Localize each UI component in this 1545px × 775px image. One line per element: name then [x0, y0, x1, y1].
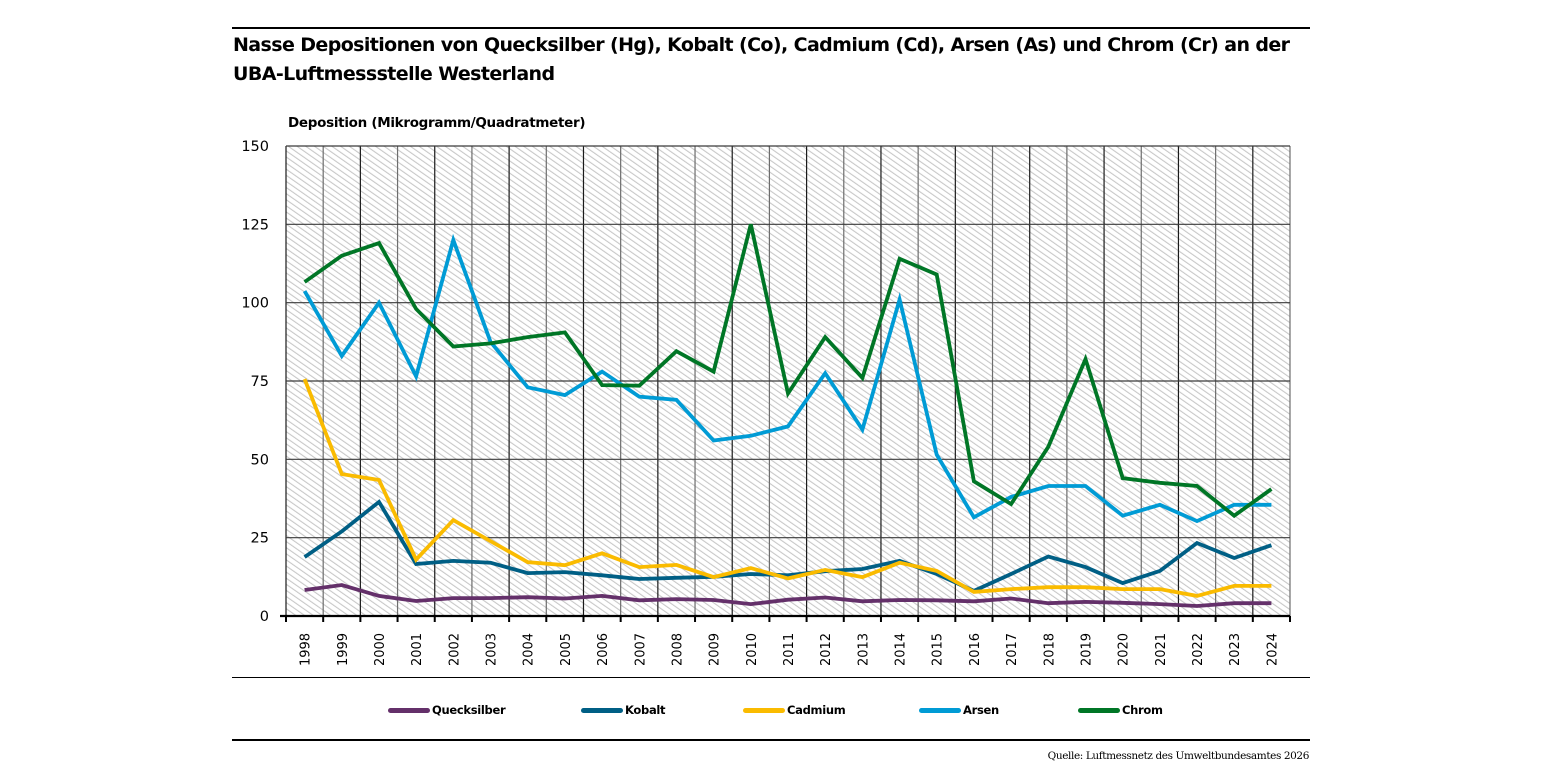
x-tick-label: 2012 [819, 633, 834, 666]
y-tick-label: 150 [241, 139, 269, 155]
series-lines [302, 223, 1273, 608]
legend-item-quecksilber: Quecksilber [388, 703, 506, 717]
legend-item-kobalt: Kobalt [581, 703, 666, 717]
source-note: Quelle: Luftmessnetz des Umweltbundesamt… [1047, 750, 1310, 762]
x-tick-label: 2013 [856, 633, 871, 666]
legend-top-rule [232, 677, 1310, 678]
legend-swatch-arsen [919, 707, 961, 713]
bottom-rule [232, 739, 1310, 741]
y-tick-label: 75 [251, 374, 269, 390]
x-tick-label: 2009 [708, 633, 723, 666]
x-tick-label: 2002 [447, 633, 462, 666]
legend-label-arsen: Arsen [963, 703, 999, 717]
grid-lines [285, 145, 1291, 616]
legend-swatch-quecksilber [388, 707, 430, 713]
x-tick-label: 2001 [410, 633, 425, 666]
legend-item-arsen: Arsen [919, 703, 999, 717]
x-tick-label: 2015 [931, 633, 946, 666]
y-tick-label: 50 [251, 452, 269, 468]
legend-swatch-chrom [1078, 707, 1120, 713]
y-tick-label: 125 [241, 217, 269, 233]
y-tick-label: 100 [241, 296, 269, 312]
legend-swatch-cadmium [743, 707, 785, 713]
legend-label-quecksilber: Quecksilber [432, 703, 506, 717]
x-tick-label: 2023 [1228, 633, 1243, 666]
x-tick-label: 2019 [1079, 633, 1094, 666]
legend-label-kobalt: Kobalt [625, 703, 666, 717]
x-tick-label: 1998 [299, 633, 314, 666]
x-tick-label: 2016 [968, 633, 983, 666]
x-tick-label: 2008 [670, 633, 685, 666]
legend-swatch-kobalt [581, 707, 623, 713]
x-tick-label: 1999 [336, 633, 351, 666]
chart-title: Nasse Depositionen von Quecksilber (Hg),… [233, 31, 1313, 89]
x-tick-label: 2014 [894, 633, 909, 666]
chart-title-line-2: UBA-Luftmessstelle Westerland [233, 63, 555, 85]
x-axis: 1998 1999 2000 2001 2002 2003 2004 2005 2006 2007… [280, 614, 1291, 666]
x-tick-label: 2022 [1191, 633, 1206, 666]
legend-item-cadmium: Cadmium [743, 703, 846, 717]
legend-label-cadmium: Cadmium [787, 703, 846, 717]
x-tick-label: 2004 [522, 633, 537, 666]
series-line-kobalt [303, 499, 1273, 593]
series-line-quecksilber [304, 583, 1272, 608]
chart-title-line-1: Nasse Depositionen von Quecksilber (Hg),… [233, 34, 1290, 56]
series-line-cadmium [302, 378, 1272, 598]
x-tick-label: 2000 [373, 633, 388, 666]
x-tick-label: 2003 [485, 633, 500, 666]
x-tick-label: 2011 [782, 633, 797, 666]
x-tick-label: 2017 [1005, 633, 1020, 666]
legend-item-chrom: Chrom [1078, 703, 1163, 717]
x-tick-label: 2010 [745, 633, 760, 666]
series-line-arsen [302, 233, 1272, 524]
y-axis-label: Deposition (Mikrogramm/Quadratmeter) [288, 115, 586, 131]
y-tick-label: 0 [260, 609, 269, 625]
x-tick-label: 2005 [559, 633, 574, 666]
legend-label-chrom: Chrom [1122, 703, 1163, 717]
series-line-chrom [303, 223, 1273, 519]
x-tick-label: 2020 [1117, 633, 1132, 666]
y-axis-ticks: 0 25 50 75 100 125 150 [241, 139, 269, 625]
x-tick-label: 2006 [596, 633, 611, 666]
x-tick-label: 2024 [1265, 633, 1280, 666]
x-tick-label: 2018 [1042, 633, 1057, 666]
x-tick-label: 2007 [633, 633, 648, 666]
y-tick-label: 25 [251, 531, 269, 547]
x-tick-label: 2021 [1154, 633, 1169, 666]
top-rule [232, 27, 1310, 29]
